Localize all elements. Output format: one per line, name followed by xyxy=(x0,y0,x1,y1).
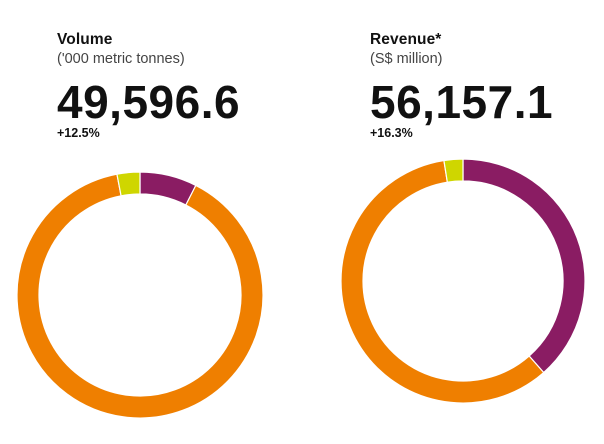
revenue-title: Revenue* xyxy=(370,31,442,48)
volume-title: Volume xyxy=(57,31,113,48)
volume-slice-purple xyxy=(139,171,197,206)
volume-slice-yellow xyxy=(116,171,141,197)
revenue-donut-chart xyxy=(340,158,586,404)
revenue-panel: Revenue* (S$ million) 56,157.1 +16.3% xyxy=(300,0,600,444)
volume-slice-orange xyxy=(16,173,264,419)
volume-change: +12.5% xyxy=(57,126,100,140)
volume-total: 49,596.6 xyxy=(57,76,241,128)
volume-donut-chart xyxy=(16,171,264,419)
volume-unit: ('000 metric tonnes) xyxy=(57,51,185,67)
revenue-change: +16.3% xyxy=(370,126,413,140)
volume-panel: Volume ('000 metric tonnes) 49,596.6 +12… xyxy=(0,0,300,444)
revenue-total: 56,157.1 xyxy=(370,76,554,128)
revenue-slice-purple xyxy=(462,158,586,374)
revenue-unit: (S$ million) xyxy=(370,51,443,67)
revenue-slice-yellow xyxy=(443,158,464,183)
revenue-slice-orange xyxy=(340,159,545,404)
